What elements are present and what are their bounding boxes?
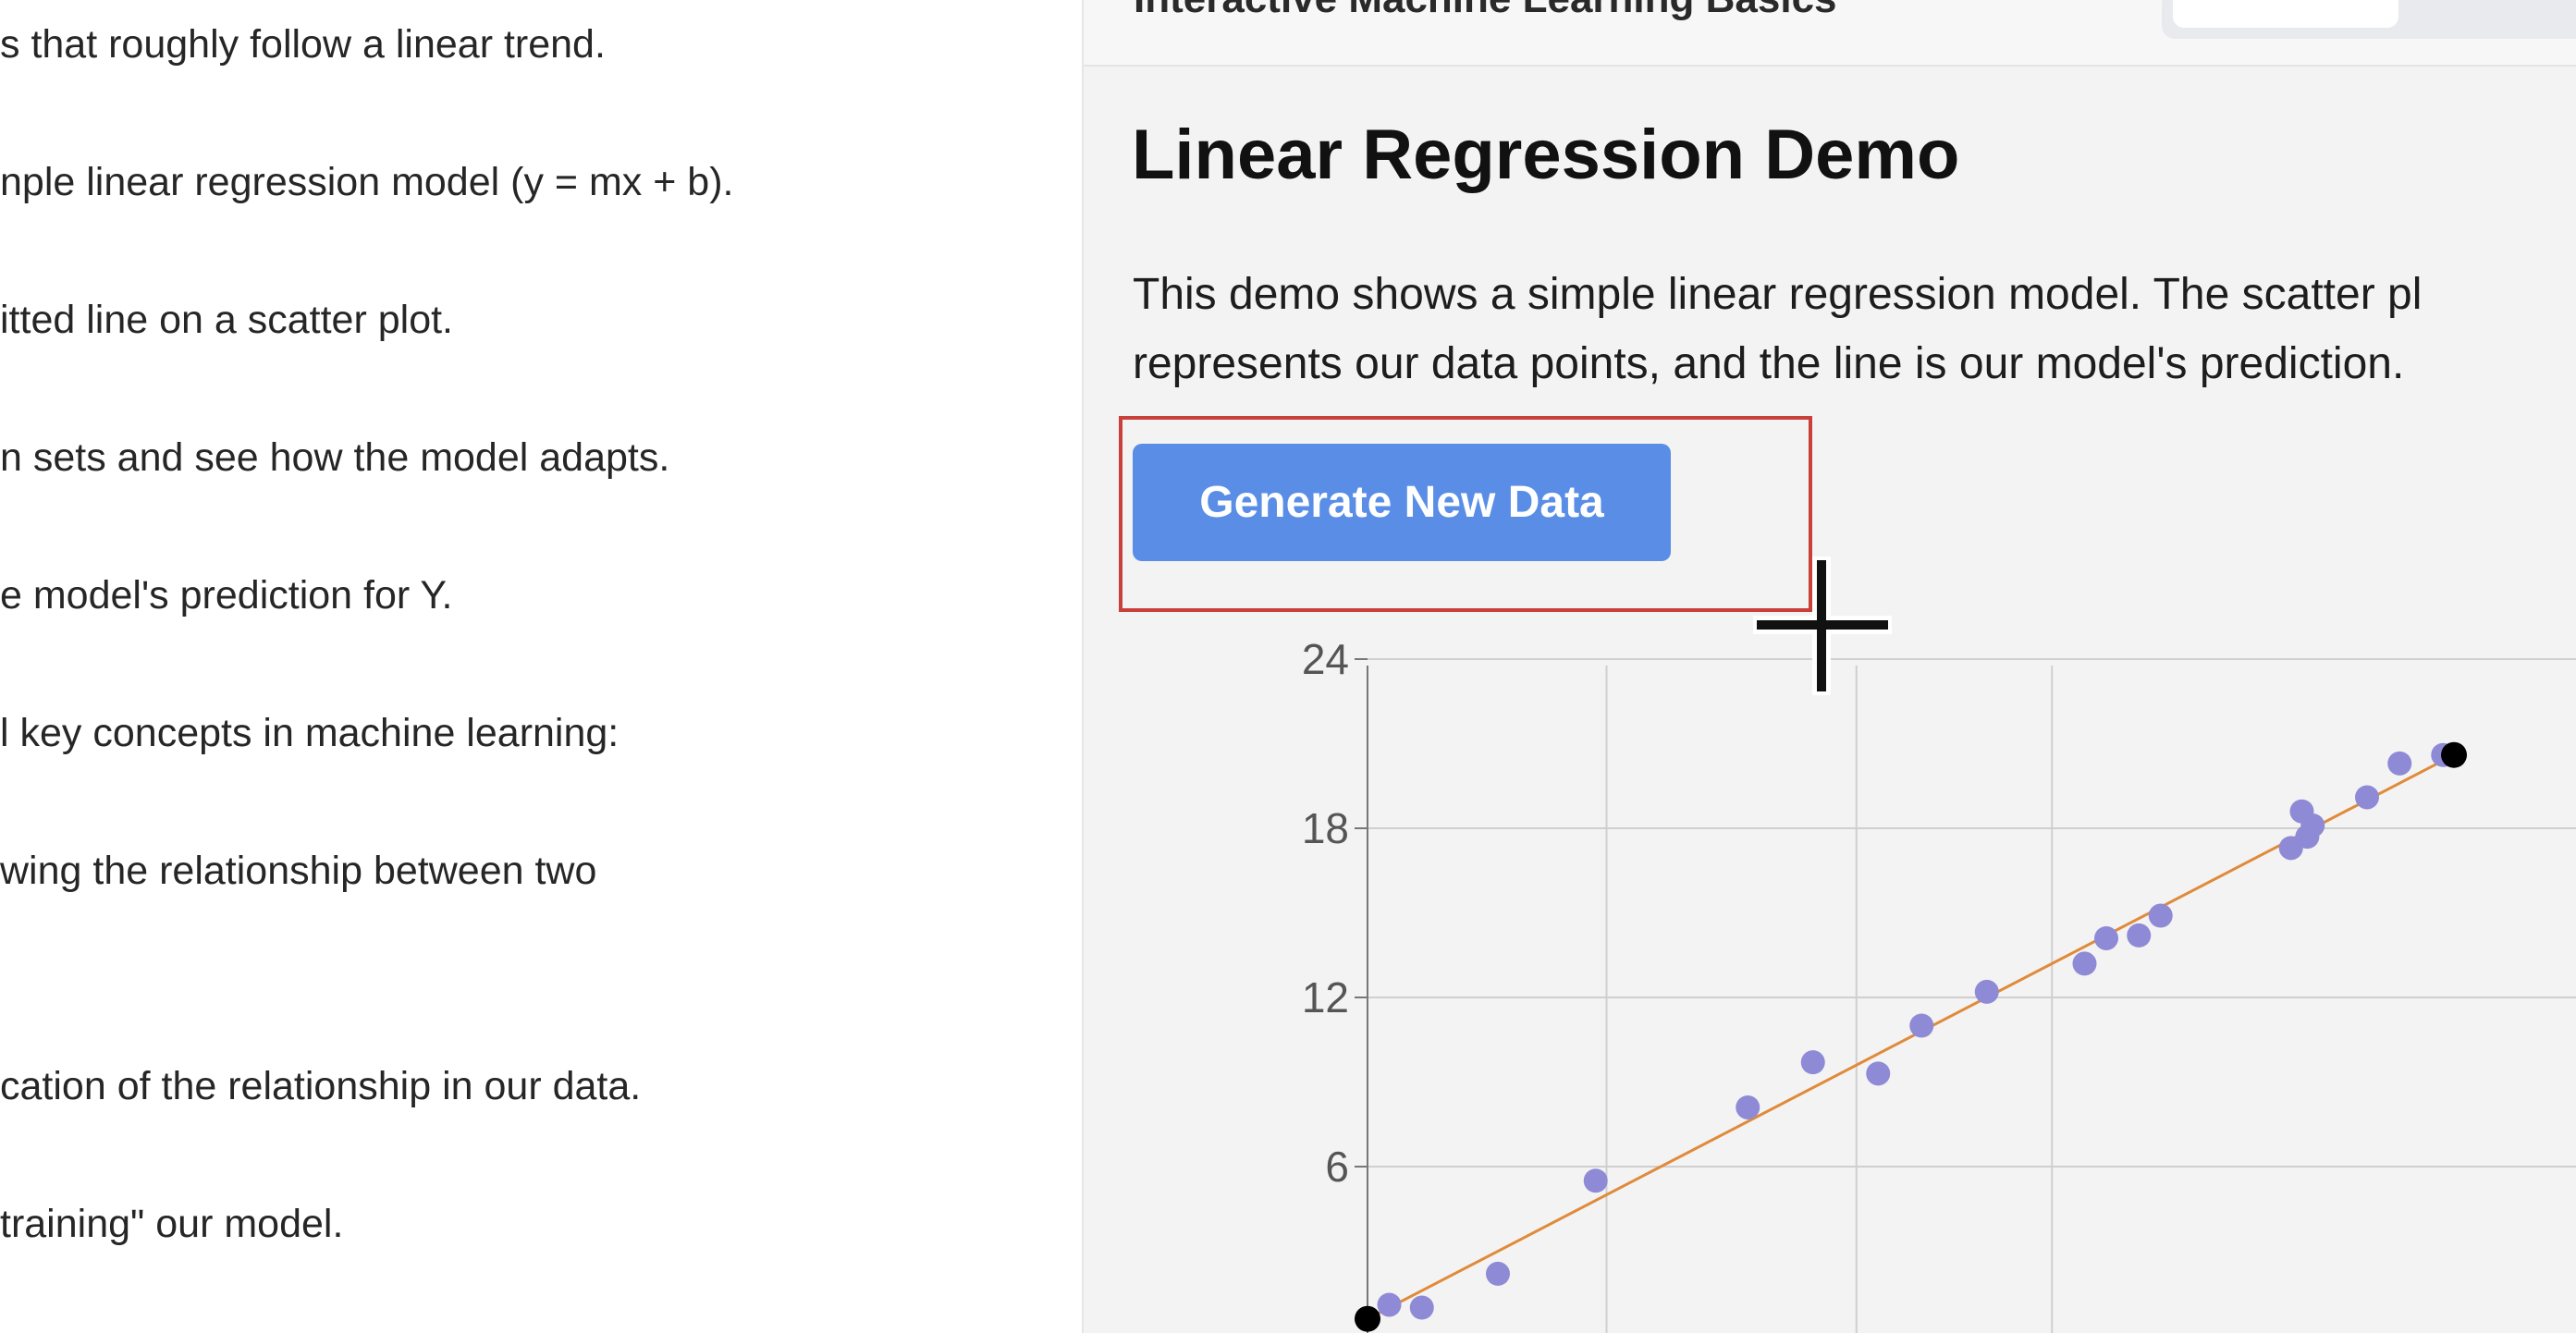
y-tick-label: 18 (1302, 804, 1349, 852)
text-line: cation of the relationship in our data. (0, 1064, 642, 1108)
text-line: s that roughly follow a linear trend. (0, 22, 606, 67)
y-tick-label: 6 (1325, 1143, 1349, 1191)
data-point (1583, 1168, 1608, 1193)
text-line: e model's prediction for Y. (0, 573, 453, 618)
line-endpoint (2441, 741, 2467, 768)
chart-fit-line (1367, 753, 2455, 1321)
text-line: l key concepts in machine learning: (0, 711, 619, 755)
data-point (1377, 1292, 1402, 1317)
data-point (1409, 1295, 1434, 1320)
content-pane: s that roughly follow a linear trend. np… (0, 0, 1082, 1333)
data-point (1486, 1261, 1510, 1286)
app-title: Interactive Machine Learning Basics (1134, 0, 1837, 22)
data-point (2300, 813, 2325, 838)
data-point (1736, 1095, 1760, 1119)
text-line: itted line on a scatter plot. (0, 298, 454, 342)
tab-active[interactable] (2173, 0, 2398, 28)
data-point (1909, 1013, 1934, 1038)
y-tick-label: 24 (1302, 635, 1349, 683)
text-line: nple linear regression model (y = mx + b… (0, 160, 734, 204)
chart-grid (1368, 658, 2576, 1333)
data-point (2148, 903, 2173, 928)
data-point (2127, 923, 2152, 948)
y-tick-label: 12 (1302, 973, 1349, 1021)
text-line: wing the relationship between two (0, 849, 597, 893)
chart-points (1355, 741, 2467, 1332)
data-point (2387, 751, 2412, 776)
pane-divider (1082, 0, 1084, 1333)
demo-title: Linear Regression Demo (1132, 116, 1960, 194)
line-endpoint (1355, 1305, 1380, 1332)
app-header: Interactive Machine Learning Basics (1084, 0, 2576, 67)
data-point (1974, 979, 1999, 1004)
demo-description: This demo shows a simple linear regressi… (1133, 260, 2576, 398)
text-line: n sets and see how the model adapts. (0, 435, 670, 480)
data-point (2094, 925, 2118, 950)
regression-line (1367, 753, 2455, 1321)
data-point (2355, 785, 2379, 810)
tab-group[interactable] (2162, 0, 2576, 39)
data-point (2072, 951, 2097, 976)
data-point (1800, 1050, 1825, 1075)
description-line: This demo shows a simple linear regressi… (1133, 270, 2423, 319)
data-point (1866, 1061, 1891, 1086)
scatter-chart: 24 18 12 6 (1302, 635, 2576, 1333)
generate-new-data-button[interactable]: Generate New Data (1133, 444, 1671, 561)
text-line: training" our model. (0, 1202, 344, 1246)
description-line: represents our data points, and the line… (1133, 339, 2405, 388)
chart-axes: 24 18 12 6 (1302, 635, 1368, 1333)
